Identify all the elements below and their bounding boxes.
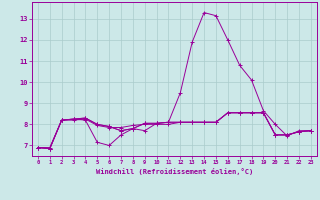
X-axis label: Windchill (Refroidissement éolien,°C): Windchill (Refroidissement éolien,°C) [96, 168, 253, 175]
